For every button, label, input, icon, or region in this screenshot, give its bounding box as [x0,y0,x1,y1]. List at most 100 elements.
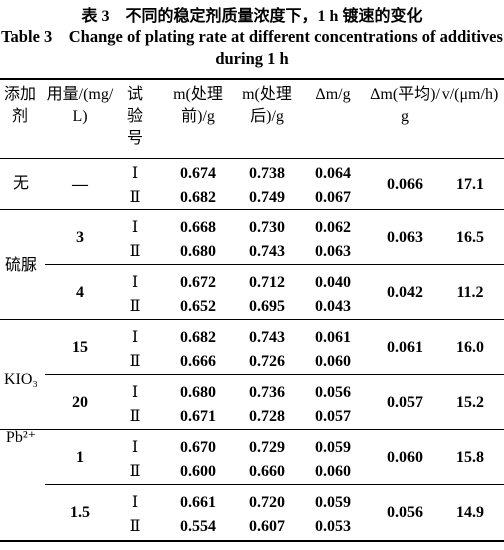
mass-after: 0.607 [249,518,285,535]
mass-before: 0.682 [180,189,216,206]
column-header: 试验号 [126,86,143,147]
dm-average: 0.056 [387,503,423,521]
trial-number: Ⅰ [131,165,139,182]
mass-before: 0.668 [180,219,216,236]
amount: 1.5 [70,503,90,521]
mass-before: 0.666 [180,353,216,370]
mass-change: 0.059 [315,439,351,456]
trial-number: Ⅰ [131,494,139,511]
plating-rate: 15.2 [456,393,484,411]
mass-after: 0.749 [249,189,285,206]
additive-label: 硫脲 [4,257,37,274]
column-header: Δm(平均)/g [370,86,440,125]
plating-rate: 16.5 [456,228,484,246]
amount: 1 [76,448,84,466]
mass-after: 0.726 [249,353,285,370]
mass-after: 0.743 [249,243,285,260]
trial-number: Ⅱ [129,408,141,425]
mass-after: 0.743 [249,329,285,346]
mass-before: 0.674 [180,165,216,182]
trial-number: Ⅱ [129,518,141,535]
mass-after: 0.736 [249,384,285,401]
mass-change: 0.056 [315,384,351,401]
trial-number: Ⅱ [129,298,141,315]
dm-average: 0.042 [387,283,423,301]
mass-after: 0.730 [249,219,285,236]
mass-change: 0.064 [315,165,351,182]
mass-change: 0.060 [315,353,351,370]
mass-change: 0.043 [315,298,351,315]
mass-change: 0.061 [315,329,351,346]
plating-rate: 11.2 [456,283,484,301]
mass-change: 0.062 [315,219,351,236]
rule-line [0,540,504,542]
rule-line [0,209,504,210]
rule-line [0,319,504,320]
amount: 20 [72,393,88,411]
mass-change: 0.053 [315,518,351,535]
trial-number: Ⅰ [131,274,139,291]
rule-line [45,484,504,485]
dm-average: 0.066 [387,175,423,193]
mass-before: 0.670 [180,439,216,456]
mass-after: 0.729 [249,439,285,456]
additive-label: 无 [12,175,29,192]
additive-label: Pb²⁺ [5,429,37,446]
mass-before: 0.680 [180,384,216,401]
mass-after: 0.720 [249,494,285,511]
dm-average: 0.063 [387,228,423,246]
plating-rate: 14.9 [456,503,484,521]
plating-rate: 15.8 [456,448,484,466]
mass-before: 0.652 [180,298,216,315]
rule-line [45,264,504,265]
additive-label: KIO₃ [3,371,38,388]
mass-after: 0.738 [249,165,285,182]
mass-change: 0.040 [315,274,351,291]
column-header: 添加剂 [3,86,36,125]
mass-after: 0.695 [249,298,285,315]
mass-after: 0.660 [249,463,285,480]
title-en: Table 3 Change of plating rate at differ… [1,27,503,68]
mass-before: 0.554 [180,518,216,535]
trial-number: Ⅰ [131,384,139,401]
dm-average: 0.057 [387,393,423,411]
trial-number: Ⅰ [131,439,139,456]
trial-number: Ⅱ [129,189,141,206]
trial-number: Ⅱ [129,353,141,370]
trial-number: Ⅰ [131,219,139,236]
trial-number: Ⅱ [129,463,141,480]
amount: 3 [76,228,84,246]
column-header: v/(μm/h) [441,86,499,103]
mass-before: 0.672 [180,274,216,291]
column-header: Δm/g [315,86,351,103]
dm-average: 0.060 [387,448,423,466]
mass-before: 0.680 [180,243,216,260]
amount: 15 [72,338,88,356]
column-header: m(处理后)/g [242,86,292,125]
mass-after: 0.728 [249,408,285,425]
rule-line [0,429,504,430]
title-cn: 表 3 不同的稳定剂质量浓度下，1 h 镀速的变化 [81,8,423,25]
mass-change: 0.059 [315,494,351,511]
mass-before: 0.661 [180,494,216,511]
mass-before: 0.671 [180,408,216,425]
mass-change: 0.063 [315,243,351,260]
plating-rate: 16.0 [456,338,484,356]
mass-change: 0.060 [315,463,351,480]
column-header: m(处理前)/g [173,86,223,125]
mass-change: 0.057 [315,408,351,425]
dm-average: 0.061 [387,338,423,356]
rule-line [0,158,504,159]
amount: — [72,175,88,193]
trial-number: Ⅰ [131,329,139,346]
mass-before: 0.682 [180,329,216,346]
column-header: 用量/(mg/L) [46,86,114,125]
rule-line [0,78,504,80]
rule-line [45,374,504,375]
mass-after: 0.712 [249,274,285,291]
amount: 4 [76,283,84,301]
mass-change: 0.067 [315,189,351,206]
mass-before: 0.600 [180,463,216,480]
trial-number: Ⅱ [129,243,141,260]
